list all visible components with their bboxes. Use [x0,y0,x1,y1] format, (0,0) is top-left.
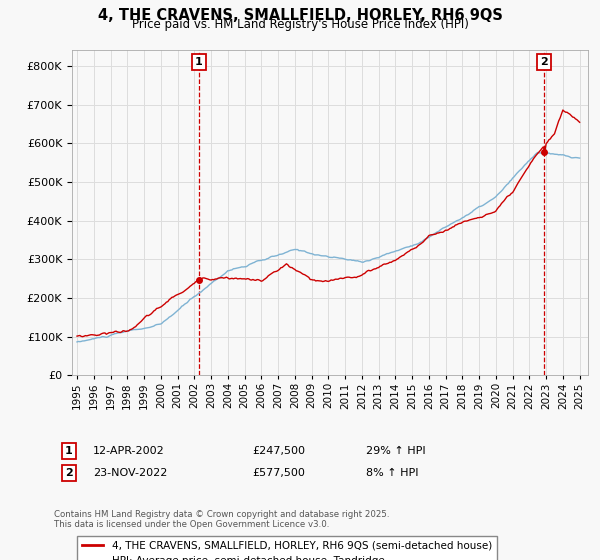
Text: 4, THE CRAVENS, SMALLFIELD, HORLEY, RH6 9QS: 4, THE CRAVENS, SMALLFIELD, HORLEY, RH6 … [98,8,502,24]
Text: 1: 1 [65,446,73,456]
Text: £577,500: £577,500 [252,468,305,478]
Text: Contains HM Land Registry data © Crown copyright and database right 2025.
This d: Contains HM Land Registry data © Crown c… [54,510,389,529]
Text: Price paid vs. HM Land Registry's House Price Index (HPI): Price paid vs. HM Land Registry's House … [131,18,469,31]
Legend: 4, THE CRAVENS, SMALLFIELD, HORLEY, RH6 9QS (semi-detached house), HPI: Average : 4, THE CRAVENS, SMALLFIELD, HORLEY, RH6 … [77,536,497,560]
Text: 29% ↑ HPI: 29% ↑ HPI [366,446,425,456]
Text: 2: 2 [541,57,548,67]
Text: 12-APR-2002: 12-APR-2002 [93,446,165,456]
Text: 1: 1 [195,57,203,67]
Text: 8% ↑ HPI: 8% ↑ HPI [366,468,419,478]
Text: 2: 2 [65,468,73,478]
Text: 23-NOV-2022: 23-NOV-2022 [93,468,167,478]
Text: £247,500: £247,500 [252,446,305,456]
